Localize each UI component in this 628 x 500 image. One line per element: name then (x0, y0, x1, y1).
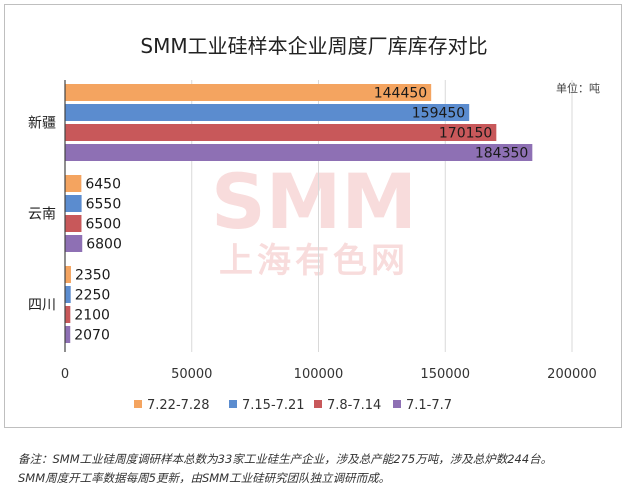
x-tick-label: 50000 (171, 367, 212, 382)
data-labels: 144450 159450 170150 184350 6450 6550 6500 6800… (74, 86, 528, 344)
data-label: 184350 (475, 146, 528, 162)
x-tick-label: 150000 (420, 367, 470, 382)
data-label: 6800 (86, 237, 122, 253)
data-label: 6500 (85, 217, 121, 233)
bar (65, 195, 82, 212)
bar (65, 286, 71, 303)
legend-swatch (393, 400, 401, 408)
bars (65, 84, 533, 343)
bar (65, 84, 432, 101)
category-label: 四川 (28, 298, 56, 314)
x-tick-label: 0 (61, 367, 69, 382)
chart-title: SMM工业硅样本企业周度厂库库存对比 (140, 34, 488, 58)
bar (65, 215, 82, 232)
legend-swatch (134, 400, 142, 408)
legend-swatch (314, 400, 322, 408)
bar (65, 124, 497, 141)
footnote-line-2: SMM周度开工率数据每周5更新，由SMM工业硅研究团队独立调研而成。 (18, 471, 391, 485)
legend-swatch (229, 400, 237, 408)
legend-label: 7.8-7.14 (327, 398, 381, 413)
bar (65, 306, 71, 323)
chart-frame (4, 4, 622, 428)
data-label: 170150 (439, 126, 492, 142)
legend-label: 7.1-7.7 (406, 398, 452, 413)
legend-label: 7.15-7.21 (242, 398, 305, 413)
data-label: 2250 (75, 288, 111, 304)
x-tick-label: 200000 (547, 367, 597, 382)
x-tick-label: 100000 (294, 367, 344, 382)
data-label: 2100 (74, 308, 110, 324)
data-label: 6550 (86, 197, 122, 213)
category-label: 云南 (28, 207, 56, 223)
legend-label: 7.22-7.28 (147, 398, 210, 413)
footnote: 备注：SMM工业硅周度调研样本总数为33家工业硅生产企业，涉及总产能275万吨，… (18, 450, 618, 488)
bar (65, 144, 533, 161)
x-tick-labels: 0 50000 100000 150000 200000 (61, 367, 597, 382)
bar (65, 326, 71, 343)
bar-chart: 144450 159450 170150 184350 6450 6550 6500 6800… (28, 80, 600, 413)
bar (65, 104, 470, 121)
data-label: 2350 (75, 268, 111, 284)
legend: 7.22-7.28 7.15-7.21 7.8-7.14 7.1-7.7 (134, 398, 452, 413)
category-label: 新疆 (28, 116, 56, 132)
unit-label: 单位：吨 (556, 81, 600, 95)
bar (65, 235, 83, 252)
bar (65, 266, 71, 283)
data-label: 2070 (74, 328, 110, 344)
footnote-line-1: 备注：SMM工业硅周度调研样本总数为33家工业硅生产企业，涉及总产能275万吨，… (18, 452, 553, 466)
data-label: 6450 (85, 177, 121, 193)
bar (65, 175, 82, 192)
data-label: 159450 (412, 106, 465, 122)
data-label: 144450 (374, 86, 427, 102)
